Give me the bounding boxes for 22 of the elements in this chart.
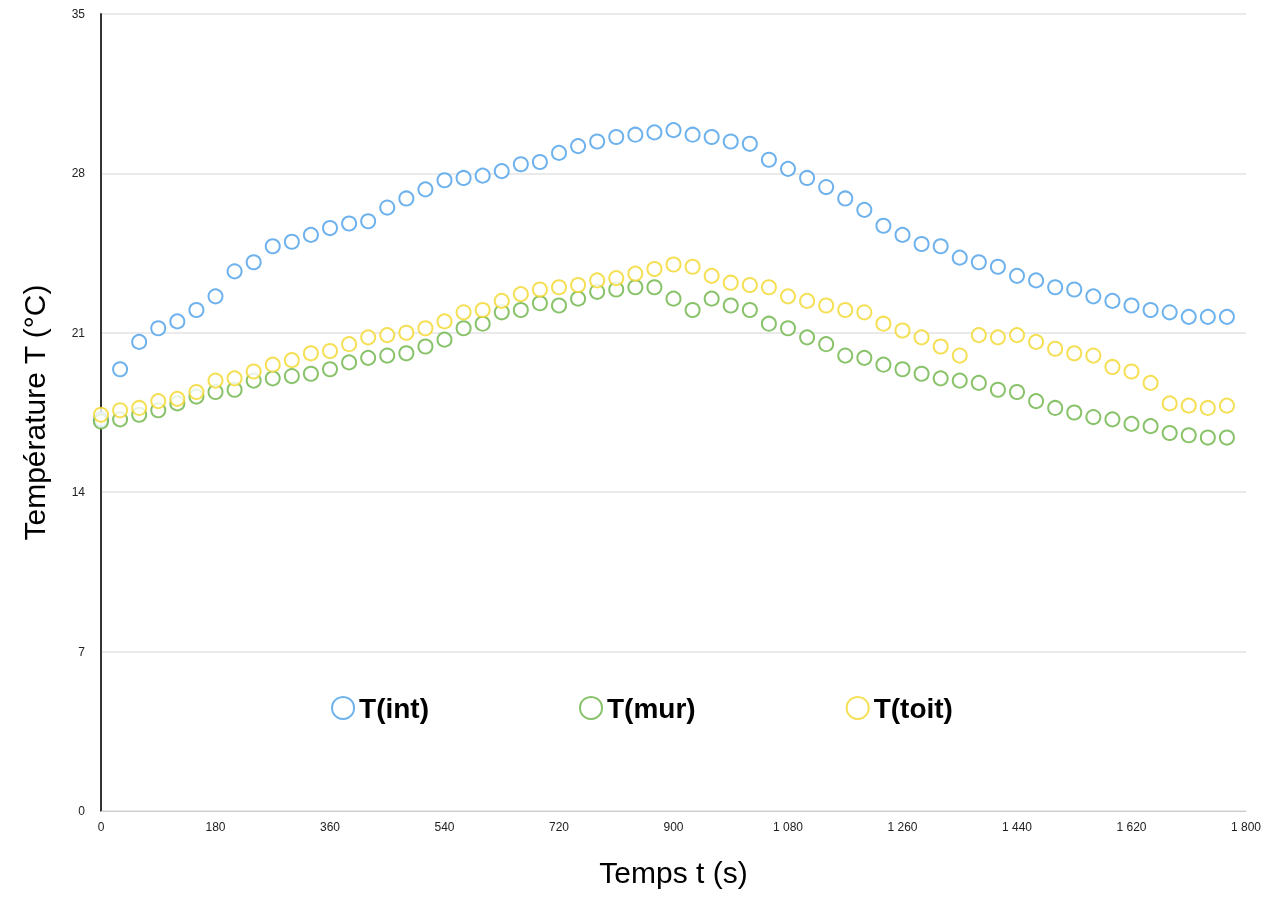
legend-label: T(toit): [873, 692, 953, 724]
y-tick-label: 14: [71, 485, 86, 500]
x-tick-label: 540: [434, 820, 455, 834]
y-tick-label: 35: [71, 7, 86, 21]
x-tick-label: 720: [548, 820, 570, 834]
x-tick-label: 180: [205, 820, 226, 834]
x-tick-label: 900: [663, 820, 684, 834]
legend-label: T(int): [359, 692, 430, 724]
y-tick-label: 21: [71, 325, 86, 340]
legend-label: T(mur): [607, 692, 696, 724]
x-tick-label: 1 260: [887, 820, 918, 834]
x-tick-label: 1 620: [1116, 820, 1147, 834]
x-tick-label: 1 800: [1230, 820, 1262, 834]
x-tick-label: 1 440: [1001, 820, 1033, 834]
x-axis-title: Temps t (s): [599, 855, 748, 889]
x-tick-label: 360: [319, 820, 341, 834]
y-tick-label: 7: [78, 644, 86, 659]
y-tick-label: 28: [71, 166, 86, 181]
y-tick-label: 0: [78, 804, 86, 818]
x-tick-label: 1 080: [772, 820, 804, 834]
x-tick-label: 0: [97, 820, 105, 834]
y-axis-title: Température T (°C): [17, 284, 51, 541]
